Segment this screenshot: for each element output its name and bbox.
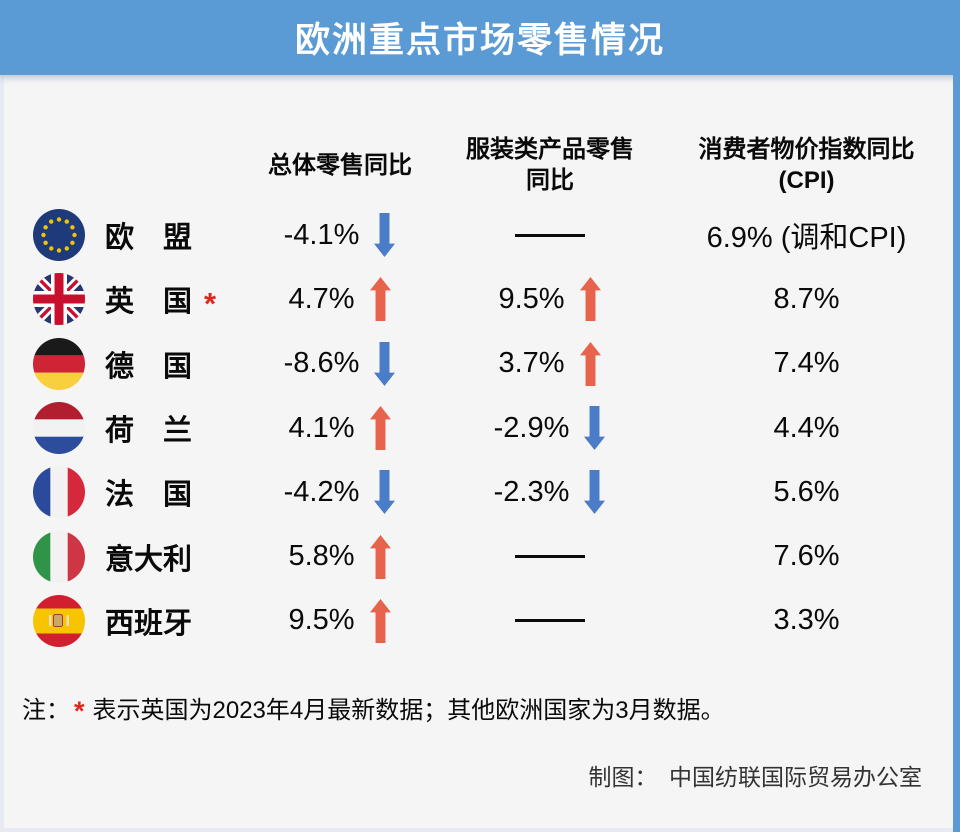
country-name: 西班牙 — [105, 607, 193, 640]
country-cell: 英 国 * — [5, 273, 245, 326]
cpi-cell: 5.6% — [665, 476, 948, 509]
overall-retail-cell: -8.6% — [245, 341, 435, 386]
table-row: 法 国 -4.2% -2.3% 5.6% — [5, 460, 953, 524]
clothing-retail-value: -2.3% — [493, 475, 570, 508]
no-data-dash — [515, 619, 585, 623]
country-cell: 法 国 — [5, 466, 245, 519]
clothing-retail-cell — [435, 555, 665, 559]
table-row: 西班牙 9.5% 3.3% — [5, 589, 953, 653]
up-arrow-icon — [369, 534, 392, 579]
overall-retail-value: 4.7% — [288, 282, 355, 315]
cpi-value: 8.7% — [773, 282, 840, 315]
overall-retail-cell: 5.8% — [245, 534, 435, 579]
clothing-retail-value: -2.9% — [493, 411, 570, 444]
cpi-cell: 6.9% (调和CPI) — [665, 214, 948, 256]
clothing-retail-cell — [435, 233, 665, 237]
left-edge-border — [0, 75, 4, 832]
bottom-edge-border — [0, 828, 953, 832]
overall-retail-value: -4.1% — [283, 218, 360, 251]
down-arrow-icon — [373, 213, 396, 258]
footnote-asterisk-marker: * — [74, 696, 85, 726]
footnote-prefix: 注： — [22, 697, 70, 724]
table-row: 欧 盟 -4.1% 6.9% (调和CPI) — [5, 203, 953, 267]
clothing-retail-value: 9.5% — [498, 282, 565, 315]
no-data-dash — [515, 233, 585, 237]
right-accent-strip — [953, 0, 960, 832]
overall-retail-cell: 4.7% — [245, 277, 435, 322]
country-cell: 意大利 — [5, 530, 245, 583]
country-name: 荷 兰 — [105, 415, 193, 448]
cpi-value: 5.6% — [773, 475, 840, 508]
germany-flag-icon — [33, 337, 85, 390]
spain-flag-icon — [33, 594, 85, 647]
eu-flag-icon — [33, 209, 85, 262]
down-arrow-icon — [583, 406, 606, 451]
country-cell: 荷 兰 — [5, 402, 245, 455]
up-arrow-icon — [579, 341, 602, 386]
credit-line: 制图： 中国纺联国际贸易办公室 — [588, 764, 923, 790]
country-name: 英 国 — [105, 286, 193, 319]
cpi-cell: 7.4% — [665, 347, 948, 380]
country-cell: 西班牙 — [5, 594, 245, 647]
no-data-dash — [515, 555, 585, 559]
up-arrow-icon — [579, 277, 602, 322]
country-name: 法 国 — [105, 479, 193, 512]
clothing-retail-cell: -2.3% — [435, 470, 665, 515]
overall-retail-cell: 4.1% — [245, 406, 435, 451]
cpi-value: 3.3% — [773, 604, 840, 637]
cpi-cell: 7.6% — [665, 540, 948, 573]
title-bar: 欧洲重点市场零售情况 — [0, 0, 960, 75]
footnote: 注： * 表示英国为2023年4月最新数据；其他欧洲国家为3月数据。 — [22, 690, 725, 726]
uk-flag-icon — [33, 273, 85, 326]
overall-retail-cell: -4.2% — [245, 470, 435, 515]
clothing-retail-cell: 9.5% — [435, 277, 665, 322]
table-row: 英 国 * 4.7% 9.5% 8.7% — [5, 267, 953, 331]
overall-retail-value: -4.2% — [283, 475, 360, 508]
overall-retail-value: 5.8% — [288, 540, 355, 573]
country-name: 意大利 — [105, 543, 193, 576]
overall-retail-value: 4.1% — [288, 411, 355, 444]
page-title: 欧洲重点市场零售情况 — [294, 21, 665, 60]
country-name: 德 国 — [105, 350, 193, 383]
overall-retail-cell: -4.1% — [245, 213, 435, 258]
clothing-retail-cell: 3.7% — [435, 341, 665, 386]
france-flag-icon — [33, 466, 85, 519]
cpi-cell: 3.3% — [665, 604, 948, 637]
column-headers-row: 总体零售同比 服装类产品零售 同比 消费者物价指数同比 (CPI) — [5, 134, 953, 196]
down-arrow-icon — [583, 470, 606, 515]
cpi-value: 4.4% — [773, 411, 840, 444]
country-name: 欧 盟 — [105, 222, 193, 255]
down-arrow-icon — [373, 341, 396, 386]
cpi-value: 7.4% — [773, 347, 840, 380]
overall-retail-value: 9.5% — [288, 604, 355, 637]
column-header-0: 总体零售同比 — [268, 151, 412, 179]
overall-retail-cell: 9.5% — [245, 598, 435, 643]
cpi-cell: 8.7% — [665, 283, 948, 316]
column-header-1: 服装类产品零售 同比 — [466, 136, 634, 194]
table-row: 荷 兰 4.1% -2.9% 4.4% — [5, 396, 953, 460]
table-row: 意大利 5.8% 7.6% — [5, 524, 953, 588]
overall-retail-value: -8.6% — [283, 347, 360, 380]
country-cell: 欧 盟 — [5, 209, 245, 262]
clothing-retail-cell: -2.9% — [435, 406, 665, 451]
down-arrow-icon — [373, 470, 396, 515]
up-arrow-icon — [369, 277, 392, 322]
column-header-2: 消费者物价指数同比 (CPI) — [698, 136, 915, 194]
table-row: 德 国 -8.6% 3.7% 7.4% — [5, 332, 953, 396]
italy-flag-icon — [33, 530, 85, 583]
clothing-retail-value: 3.7% — [498, 347, 565, 380]
table-body: 欧 盟 -4.1% 6.9% (调和CPI) 英 国 * 4.7% 9.5% 8.7% 德 国 -… — [5, 203, 953, 653]
up-arrow-icon — [369, 598, 392, 643]
netherlands-flag-icon — [33, 402, 85, 455]
clothing-retail-cell — [435, 619, 665, 623]
asterisk-marker: * — [204, 286, 217, 322]
cpi-value: 7.6% — [773, 540, 840, 573]
footnote-text: 表示英国为2023年4月最新数据；其他欧洲国家为3月数据。 — [92, 697, 725, 724]
cpi-value: 6.9% (调和CPI) — [706, 222, 907, 255]
cpi-cell: 4.4% — [665, 412, 948, 445]
country-cell: 德 国 — [5, 337, 245, 390]
up-arrow-icon — [369, 406, 392, 451]
